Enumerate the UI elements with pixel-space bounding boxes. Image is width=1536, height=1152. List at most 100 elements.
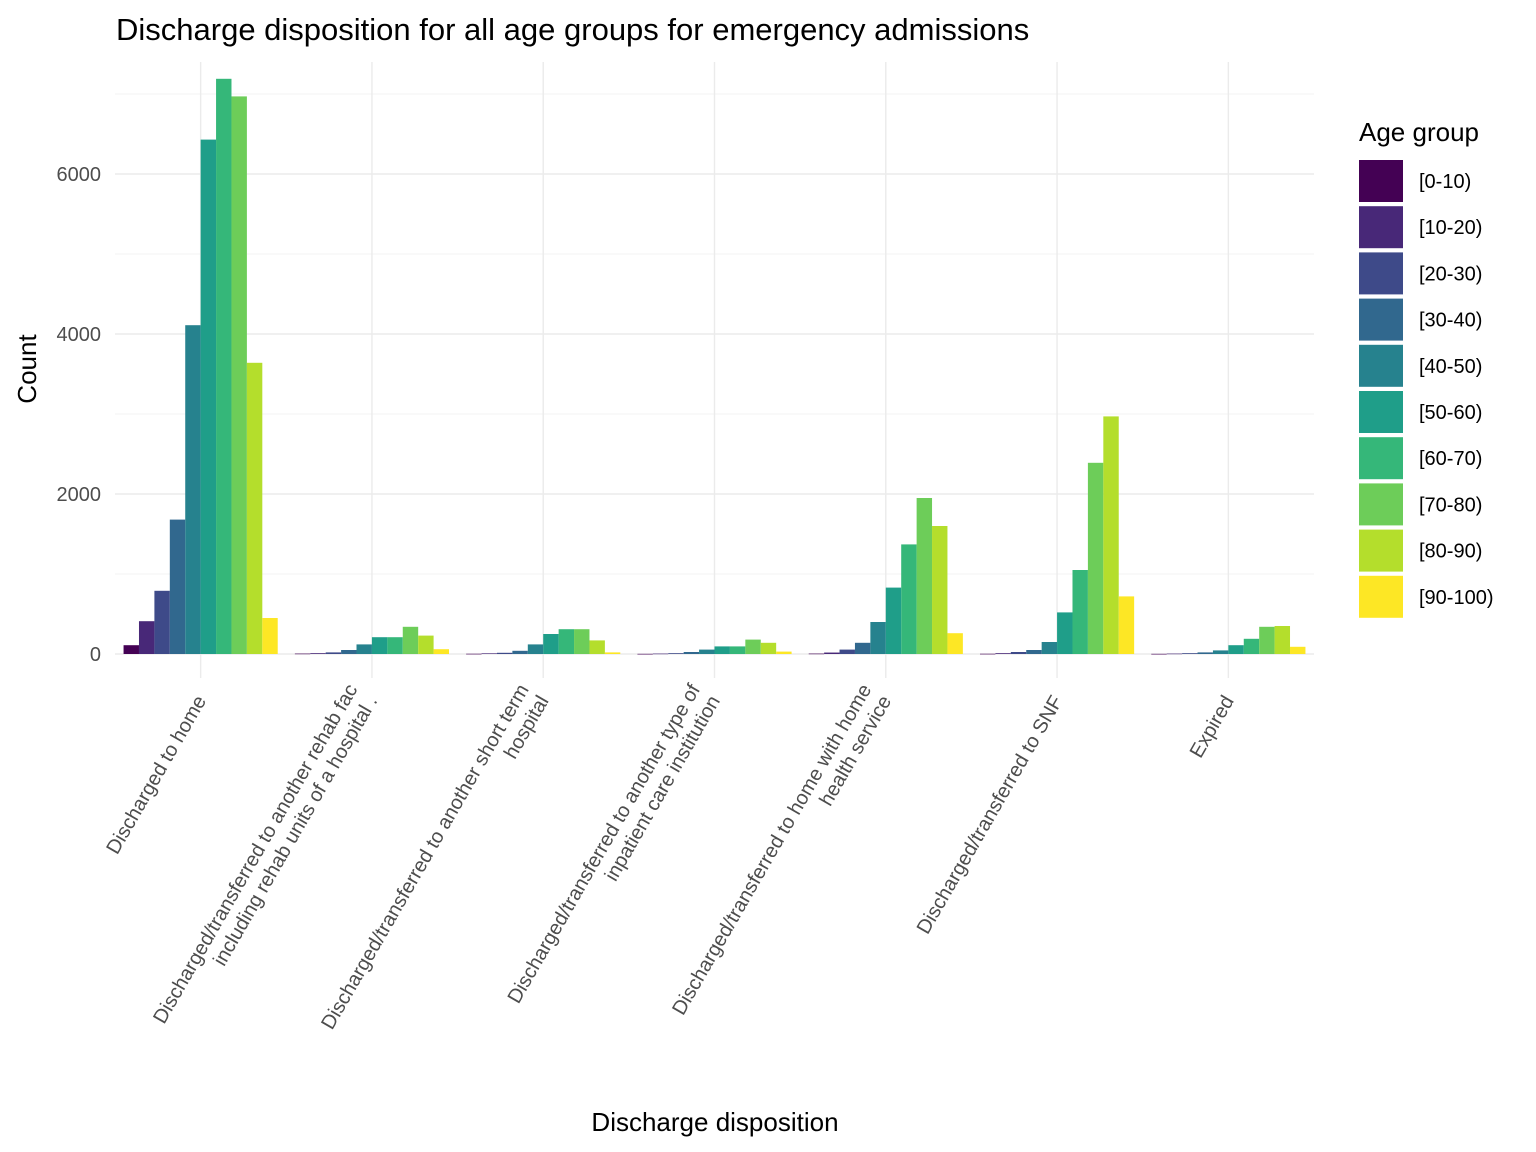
legend-label: [50-60) bbox=[1419, 402, 1482, 424]
bar bbox=[123, 645, 139, 654]
bar bbox=[1057, 612, 1073, 654]
bar bbox=[699, 649, 715, 654]
bar bbox=[1228, 645, 1244, 654]
bar bbox=[932, 526, 948, 654]
bar bbox=[262, 618, 278, 654]
bar bbox=[138, 621, 155, 654]
bar bbox=[1087, 462, 1104, 654]
bar bbox=[246, 362, 263, 654]
bar bbox=[760, 642, 777, 654]
bar bbox=[527, 644, 544, 654]
legend-label: [30-40) bbox=[1419, 310, 1482, 332]
bar bbox=[231, 96, 247, 654]
bar bbox=[216, 78, 232, 655]
legend-label: [0-10) bbox=[1419, 171, 1471, 193]
bar bbox=[1274, 626, 1291, 654]
bar bbox=[1197, 652, 1213, 654]
bar bbox=[200, 139, 217, 655]
legend-label: [40-50) bbox=[1419, 356, 1482, 378]
bar bbox=[466, 653, 482, 655]
bar bbox=[1010, 652, 1027, 654]
bar bbox=[558, 629, 575, 654]
bar bbox=[1151, 653, 1167, 655]
x-tick-label: Discharged/transferred to SNF bbox=[913, 692, 1068, 938]
legend-label: [60-70) bbox=[1419, 448, 1482, 470]
bar bbox=[668, 653, 684, 654]
bar bbox=[543, 634, 559, 654]
legend-swatch bbox=[1359, 483, 1403, 526]
bar bbox=[776, 651, 792, 654]
legend-label: [10-20) bbox=[1419, 217, 1482, 239]
bar bbox=[1243, 638, 1260, 654]
bar bbox=[325, 652, 342, 654]
legend-swatch bbox=[1359, 298, 1403, 341]
bar bbox=[1041, 642, 1058, 654]
bar bbox=[418, 635, 434, 654]
legend-swatch bbox=[1359, 575, 1403, 618]
legend-label: [80-90) bbox=[1419, 541, 1482, 563]
bar bbox=[979, 653, 996, 655]
bar bbox=[604, 652, 621, 654]
legend-swatch bbox=[1359, 529, 1403, 572]
bar bbox=[714, 646, 730, 654]
legend: Age group [0-10) [10-20) [20-30) [30-40) [40… bbox=[1359, 117, 1494, 618]
bar bbox=[185, 325, 201, 654]
bar bbox=[854, 642, 871, 654]
chart-title: Discharge disposition for all age groups… bbox=[116, 12, 1029, 47]
bar bbox=[916, 498, 933, 654]
bar bbox=[901, 544, 917, 654]
bar bbox=[310, 653, 326, 654]
legend-swatch bbox=[1359, 252, 1403, 295]
bar bbox=[1182, 653, 1198, 654]
bar bbox=[1103, 416, 1119, 654]
bar bbox=[1118, 596, 1135, 654]
legend-swatch bbox=[1359, 344, 1403, 387]
bar bbox=[683, 652, 700, 654]
bar bbox=[885, 587, 902, 654]
legend-swatch bbox=[1359, 206, 1403, 249]
bar bbox=[1290, 646, 1306, 654]
y-axis-title: Count bbox=[12, 334, 42, 404]
bar bbox=[371, 637, 388, 654]
bar bbox=[574, 629, 590, 654]
legend-swatch bbox=[1359, 391, 1403, 433]
bar bbox=[402, 626, 419, 654]
bar bbox=[652, 653, 669, 655]
legend-title: Age group bbox=[1359, 117, 1479, 147]
bar bbox=[824, 652, 840, 654]
bar bbox=[1026, 650, 1042, 654]
bar bbox=[1212, 650, 1229, 654]
bar bbox=[1072, 570, 1088, 654]
x-tick-label: Expired bbox=[1186, 692, 1239, 762]
bar bbox=[1259, 626, 1275, 654]
x-axis-ticks: Discharged to home Discharged/transferred… bbox=[102, 680, 1239, 1033]
y-axis-ticks: 0 2000 4000 6000 bbox=[57, 164, 102, 666]
bar bbox=[745, 639, 761, 654]
bar bbox=[294, 653, 311, 655]
y-tick-label: 6000 bbox=[57, 164, 102, 186]
legend-label: [70-80) bbox=[1419, 494, 1482, 516]
legend-label: [90-100) bbox=[1419, 587, 1494, 609]
y-tick-label: 4000 bbox=[57, 324, 102, 346]
bar bbox=[169, 519, 186, 654]
legend-swatch bbox=[1359, 437, 1403, 480]
bar bbox=[808, 653, 825, 655]
bar bbox=[870, 622, 886, 654]
bar bbox=[589, 640, 605, 654]
bar bbox=[995, 653, 1011, 654]
bar bbox=[637, 653, 653, 655]
y-tick-label: 0 bbox=[90, 644, 101, 666]
bar bbox=[729, 646, 746, 654]
bar bbox=[154, 590, 170, 654]
bar bbox=[341, 650, 357, 654]
x-axis-title: Discharge disposition bbox=[591, 1107, 838, 1137]
bar bbox=[387, 637, 403, 654]
bar bbox=[433, 649, 450, 654]
legend-label: [20-30) bbox=[1419, 263, 1482, 285]
y-tick-label: 2000 bbox=[57, 484, 102, 506]
legend-swatch bbox=[1359, 160, 1403, 202]
grid bbox=[115, 62, 1314, 678]
bar bbox=[356, 644, 372, 654]
bar bbox=[839, 649, 855, 654]
